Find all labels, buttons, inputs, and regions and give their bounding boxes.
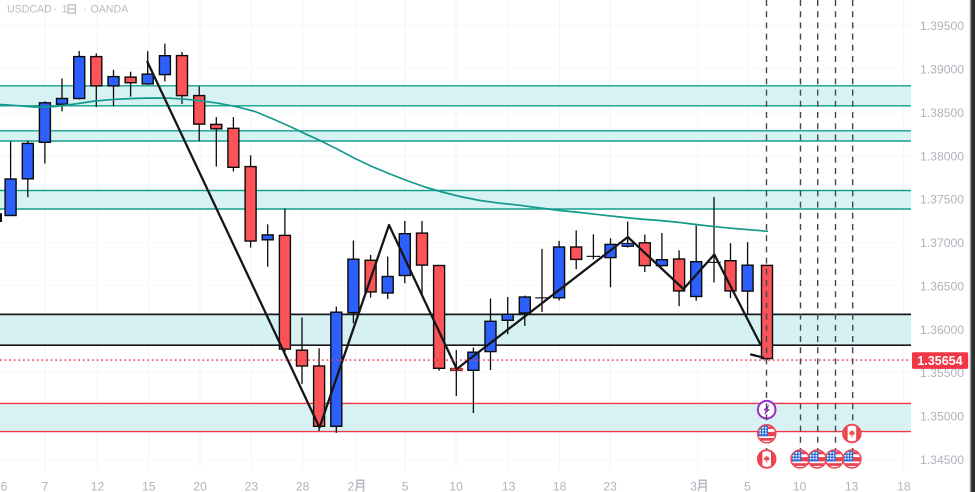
svg-text:1.37000: 1.37000 <box>920 236 964 250</box>
svg-text:28: 28 <box>296 479 310 492</box>
svg-text:5: 5 <box>744 479 751 492</box>
svg-text:23: 23 <box>245 479 259 492</box>
svg-text:·: · <box>83 4 87 16</box>
svg-text:1.36500: 1.36500 <box>920 280 964 294</box>
svg-text:10: 10 <box>793 479 807 492</box>
svg-text:5: 5 <box>402 479 409 492</box>
svg-text:1.34500: 1.34500 <box>920 453 964 467</box>
svg-text:13: 13 <box>845 479 859 492</box>
svg-text:6: 6 <box>1 479 8 492</box>
svg-text:·: · <box>54 4 58 16</box>
svg-text:1.38500: 1.38500 <box>920 106 964 120</box>
svg-text:1.35654: 1.35654 <box>917 354 962 368</box>
svg-text:1.38000: 1.38000 <box>920 149 964 163</box>
svg-text:1.35500: 1.35500 <box>920 366 964 380</box>
svg-text:12: 12 <box>91 479 105 492</box>
svg-text:3: 3 <box>690 479 697 492</box>
svg-text:OANDA: OANDA <box>91 4 130 16</box>
svg-text:1: 1 <box>62 4 68 16</box>
svg-text:1.37500: 1.37500 <box>920 193 964 207</box>
svg-text:20: 20 <box>193 479 207 492</box>
svg-text:23: 23 <box>603 479 617 492</box>
svg-text:15: 15 <box>142 479 156 492</box>
svg-text:7: 7 <box>42 479 49 492</box>
svg-text:10: 10 <box>449 479 463 492</box>
svg-text:1.39500: 1.39500 <box>920 19 964 33</box>
svg-text:18: 18 <box>553 479 567 492</box>
svg-text:18: 18 <box>897 479 911 492</box>
svg-text:2: 2 <box>348 479 355 492</box>
svg-text:1.36000: 1.36000 <box>920 323 964 337</box>
svg-text:USDCAD: USDCAD <box>7 4 52 16</box>
svg-text:13: 13 <box>502 479 516 492</box>
svg-text:1.35000: 1.35000 <box>920 410 964 424</box>
svg-text:1.39000: 1.39000 <box>920 63 964 77</box>
